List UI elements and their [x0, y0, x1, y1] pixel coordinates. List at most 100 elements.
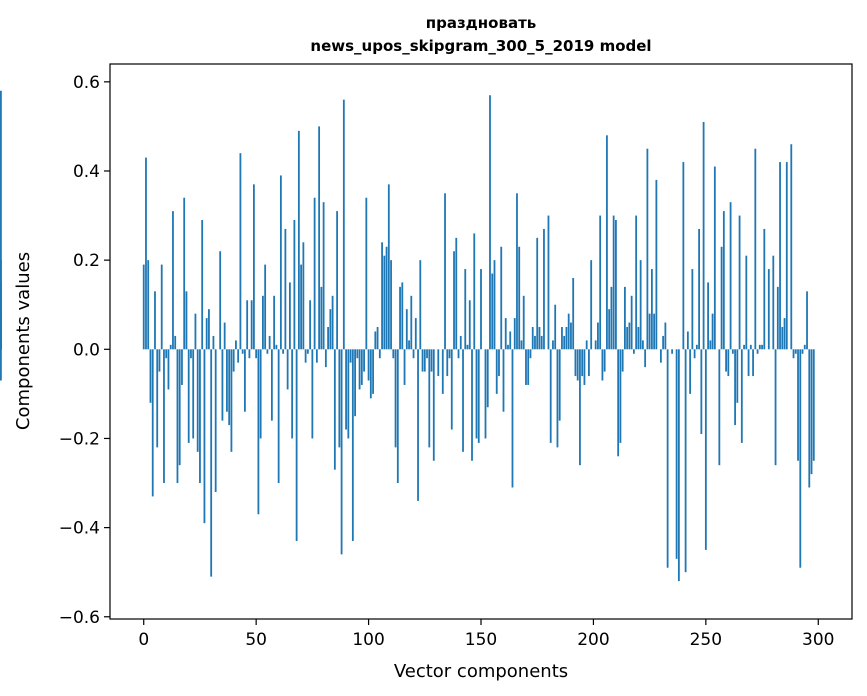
bar	[808, 349, 811, 488]
y-tick-label: −0.2	[59, 429, 100, 449]
bar	[691, 269, 694, 350]
bar	[810, 349, 813, 475]
bar	[704, 349, 707, 550]
bar	[477, 349, 480, 443]
bar	[736, 349, 739, 403]
bar	[754, 148, 757, 350]
bar	[776, 286, 779, 350]
bar	[588, 349, 590, 377]
bar	[529, 349, 532, 359]
bar	[221, 349, 224, 421]
bar	[624, 286, 626, 350]
bar	[549, 349, 552, 443]
bar	[718, 349, 721, 466]
bar	[381, 242, 383, 350]
bar	[720, 246, 723, 350]
bar	[156, 349, 159, 448]
bar	[547, 215, 550, 350]
bar	[0, 90, 2, 350]
bar	[421, 349, 424, 372]
bar	[338, 349, 341, 448]
bar	[372, 349, 374, 394]
bar	[315, 349, 318, 363]
bar	[360, 349, 363, 385]
bar	[259, 349, 262, 439]
bar	[257, 349, 260, 515]
bar	[417, 349, 419, 501]
bar	[203, 349, 206, 524]
bar	[525, 349, 527, 385]
bar	[448, 349, 451, 359]
bar	[412, 349, 415, 359]
bar	[214, 349, 217, 492]
y-tick-label: 0.6	[73, 73, 100, 93]
bar	[196, 349, 199, 452]
bar	[399, 286, 401, 350]
bar	[365, 197, 368, 350]
bar	[682, 162, 685, 350]
bar	[293, 220, 296, 350]
bar	[437, 349, 440, 377]
bar	[574, 349, 577, 377]
bar	[414, 318, 417, 350]
bar	[516, 193, 518, 350]
bar	[266, 349, 269, 354]
bar	[324, 349, 327, 368]
bar	[747, 349, 750, 377]
bar	[511, 349, 514, 488]
bar	[671, 349, 674, 354]
bar	[543, 228, 545, 350]
bar	[223, 322, 226, 350]
bar	[300, 264, 303, 350]
bar	[232, 349, 235, 372]
bar	[295, 349, 298, 541]
bar	[563, 335, 566, 350]
bar	[628, 322, 631, 350]
bar	[183, 197, 186, 350]
bar	[405, 309, 408, 350]
bar	[205, 318, 208, 350]
bar	[306, 349, 309, 354]
bar	[275, 344, 278, 350]
bar	[509, 331, 512, 350]
bar	[693, 349, 696, 359]
bar	[154, 291, 156, 350]
bar	[145, 157, 147, 350]
bar	[709, 340, 712, 350]
bar	[248, 349, 251, 359]
bar	[0, 282, 2, 350]
bar	[181, 349, 183, 385]
bar	[342, 99, 345, 350]
bar	[812, 349, 815, 461]
bar	[453, 251, 455, 350]
bar	[172, 211, 174, 350]
bar	[237, 349, 240, 363]
bar	[457, 349, 460, 359]
bar	[729, 202, 732, 350]
bar	[462, 349, 464, 452]
bar	[208, 309, 210, 350]
bar	[695, 344, 698, 350]
bar	[639, 260, 642, 350]
bar	[250, 300, 253, 350]
bar	[347, 349, 350, 439]
bar	[423, 349, 426, 372]
bar	[345, 349, 347, 430]
bar	[698, 228, 700, 350]
bar	[142, 264, 145, 350]
bar	[356, 349, 359, 359]
bar	[655, 179, 658, 350]
bar	[480, 269, 482, 350]
bar	[635, 215, 638, 350]
bar	[151, 349, 154, 497]
bar	[403, 349, 406, 385]
bar	[385, 246, 388, 350]
bar	[561, 327, 563, 350]
bar	[284, 228, 287, 350]
bar	[363, 349, 365, 372]
y-tick-label: 0.2	[73, 251, 100, 271]
bar	[297, 130, 300, 350]
x-tick-label: 150	[465, 630, 497, 650]
bar	[641, 340, 644, 350]
bar	[527, 349, 530, 385]
